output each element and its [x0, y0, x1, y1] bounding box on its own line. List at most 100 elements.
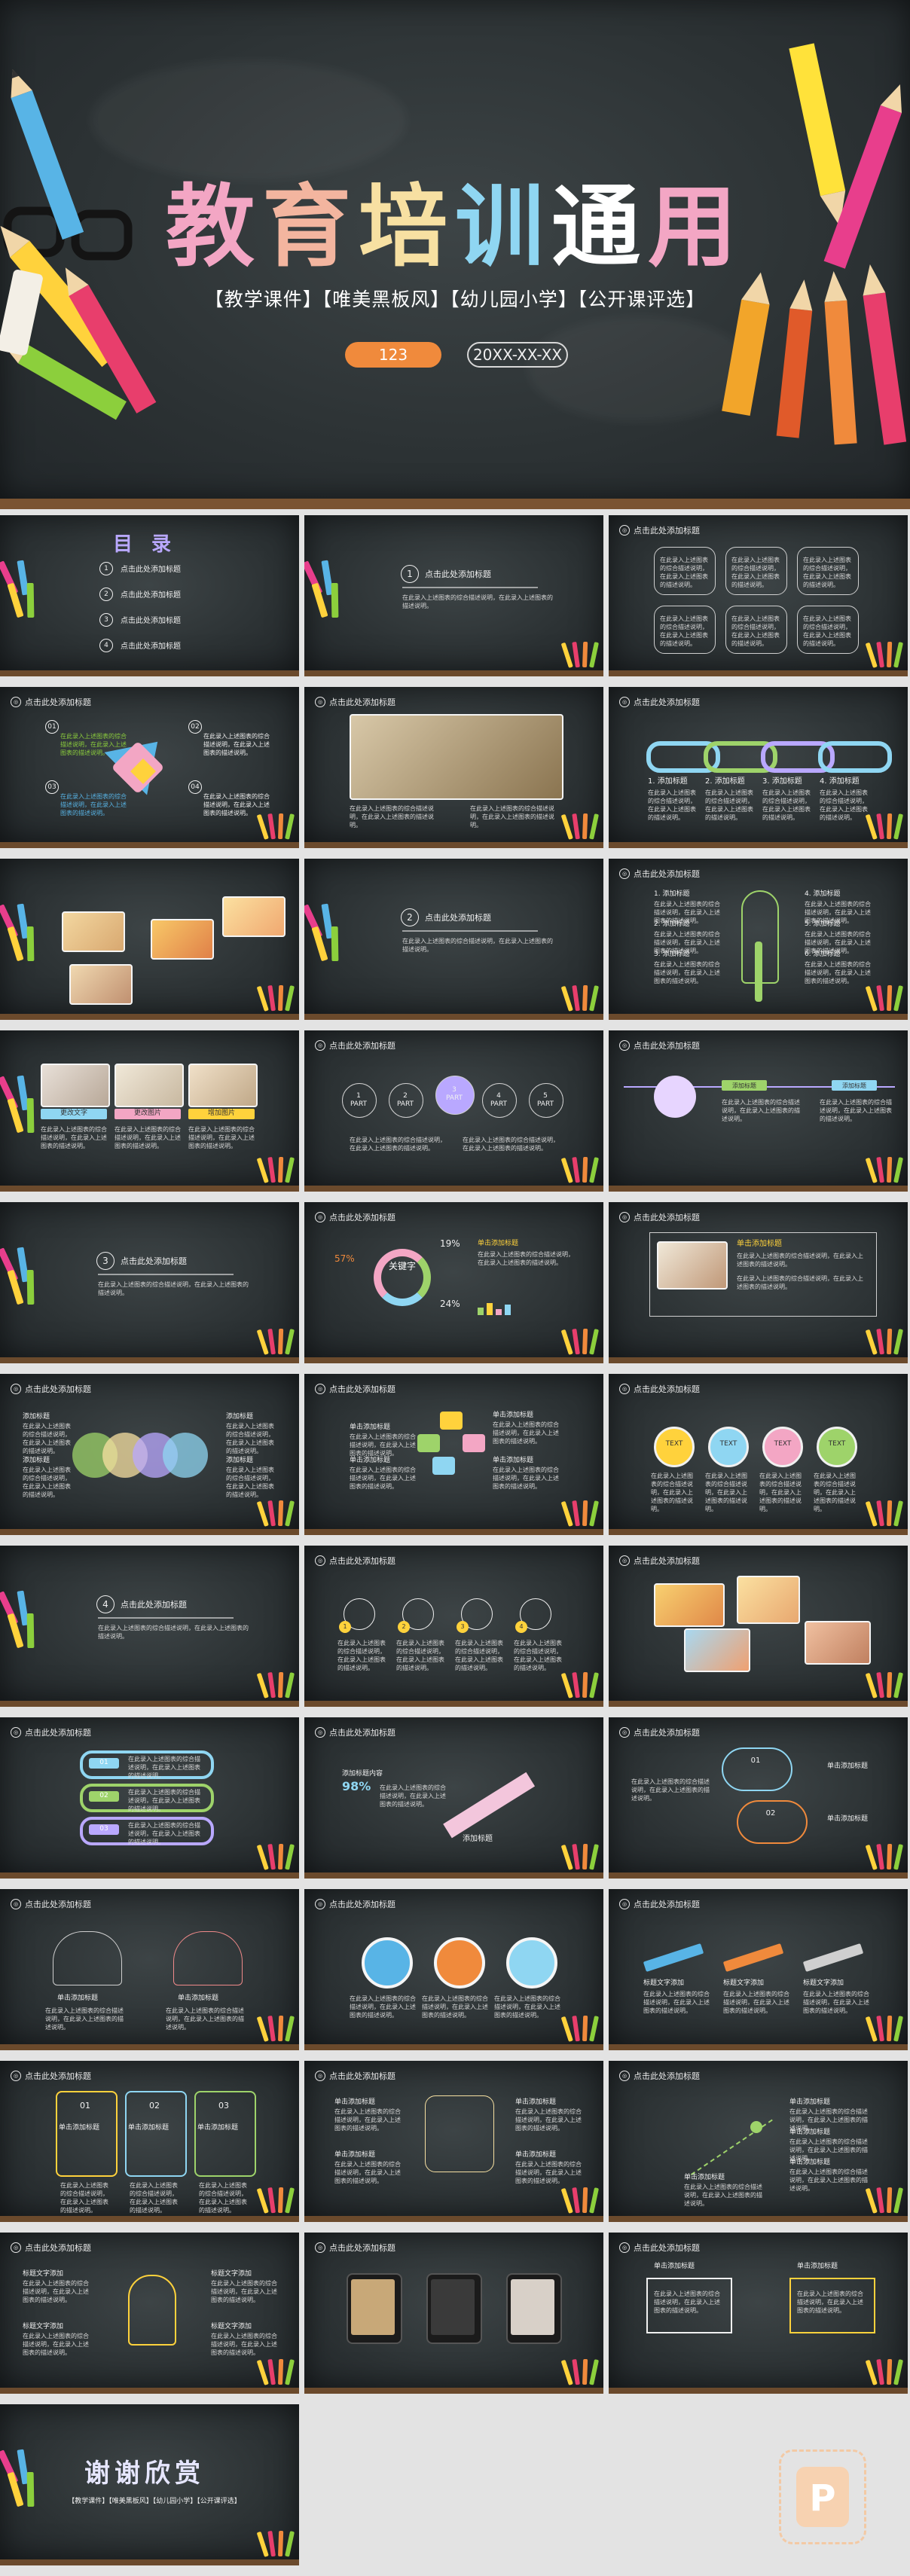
text-bubble — [654, 1427, 695, 1467]
body-text: 在此录入上述图表的综合描述说明，在此录入上述图表的描述说明。 — [422, 1995, 488, 2019]
pencil-icon — [582, 1328, 588, 1355]
pencil-icon — [285, 985, 295, 1012]
pencil-icon — [285, 1844, 295, 1870]
slide-thumbnail[interactable]: 更改文字 在此录入上述图表的综合描述说明，在此录入上述图表的描述说明。 更改图片 在此… — [0, 1030, 299, 1192]
divider-line — [402, 930, 538, 932]
slide-thumbnail[interactable]: ◎ 点击此处添加标题 1 PART 2 PART 3 PART 4 PART 5 PART 在… — [304, 1030, 603, 1192]
pencil-icon — [560, 2183, 600, 2214]
toc-number-icon: 4 — [99, 639, 113, 652]
slide-header: ◎ 点击此处添加标题 — [315, 2242, 395, 2254]
slide-thumbnail[interactable] — [0, 859, 299, 1020]
pencil-icon — [572, 641, 580, 668]
header-icon: ◎ — [11, 1384, 21, 1394]
slide-thumbnail[interactable]: ◎ 点击此处添加标题 — [609, 1546, 908, 1707]
body-text: 在此录入上述图表的综合描述说明，在此录入上述图表的描述说明。 — [463, 1137, 559, 1152]
pencil-icon — [560, 809, 600, 840]
slide-thumbnail[interactable]: ◎ 点击此处添加标题 TEXT 在此录入上述图表的综合描述说明，在此录入上述图表的描述… — [609, 1374, 908, 1535]
slide-thumbnail[interactable]: 1 点击此处添加标题 在此录入上述图表的综合描述说明，在此录入上述图表的描述说明。 — [304, 515, 603, 676]
pencil-icon — [893, 642, 904, 668]
slide-thumbnail[interactable]: ◎ 点击此处添加标题 1. 添加标题 在此录入上述图表的综合描述说明，在此录入上述图表… — [609, 687, 908, 848]
pencil-icon — [893, 1672, 904, 1699]
slide-thumbnail[interactable]: 3 点击此处添加标题 在此录入上述图表的综合描述说明，在此录入上述图表的描述说明。 — [0, 1202, 299, 1363]
pencil-icon — [304, 903, 342, 987]
slide-thumbnail[interactable]: ◎ 点击此处添加标题 标题文字添加 在此录入上述图表的综合描述说明，在此录入上述图表的… — [609, 1889, 908, 2050]
label-text: 单击添加标题 — [827, 1763, 869, 1770]
slide-thumbnail[interactable]: ◎ 点击此处添加标题 单击添加标题 单击添加标题 在此录入上述图表的综合描述说明，在此录… — [0, 1889, 299, 2050]
pencil-icon — [267, 1843, 276, 1870]
slide-thumbnail[interactable]: ◎ 点击此处添加标题 添加标题 添加标题 在此录入上述图表的综合描述说明，在此录入上述图… — [609, 1030, 908, 1192]
divider-line — [98, 1274, 234, 1275]
pencil-icon — [572, 1843, 580, 1870]
header-icon: ◎ — [619, 868, 630, 879]
slide-thumbnail[interactable]: ◎ 点击此处添加标题 单击添加标题 在此录入上述图表的综合描述说明，在此录入上述图表的… — [304, 1374, 603, 1535]
slide-thumbnail[interactable]: 4 点击此处添加标题 在此录入上述图表的综合描述说明，在此录入上述图表的描述说明。 — [0, 1546, 299, 1707]
pencil-icon — [582, 641, 588, 668]
slide-thumbnail[interactable]: 目 录 1 点击此处添加标题 2 点击此处添加标题 3 点击此处添加标题 4 点击此处添加标题 — [0, 515, 299, 676]
pencil-icon — [267, 2015, 276, 2042]
pencil-icon — [572, 2015, 580, 2042]
pencil-icon — [865, 1839, 904, 1870]
pencil-icon — [589, 2016, 600, 2042]
slide-thumbnail[interactable]: ◎ 点击此处添加标题 单击添加标题 单击添加标题 在此录入上述图表的综合描述说明，在此录… — [609, 2233, 908, 2394]
pencil-icon — [887, 984, 893, 1012]
slide-header: ◎ 点击此处添加标题 — [619, 1383, 700, 1395]
pencil-icon — [887, 2358, 893, 2385]
kids-photo — [69, 964, 133, 1005]
slide-thumbnail[interactable]: ◎ 点击此处添加标题 关键字 57% 19% 24% 单击添加标题 在此录入上述图表的综合描述… — [304, 1202, 603, 1363]
slide-thumbnail[interactable]: 谢谢欣赏 【教学课件】【唯美黑板风】【幼儿园小学】【公开课评选】 — [0, 2404, 299, 2565]
body-text: 在此录入上述图表的综合描述说明，在此录入上述图表的描述说明。 — [803, 557, 851, 588]
header-icon: ◎ — [11, 1899, 21, 1909]
pencil-icon — [285, 1329, 295, 1355]
pencil-icon — [589, 1844, 600, 1870]
label-text: 添加标题内容 — [342, 1770, 383, 1778]
pencil-icon — [0, 2449, 38, 2532]
part-circle — [482, 1083, 517, 1118]
slide-thumbnail[interactable]: ◎ 点击此处添加标题 01 在此录入上述图表的综合描述说明，在此录入上述图表的描述说明… — [0, 1717, 299, 1879]
slide-header: ◎ 点击此处添加标题 — [11, 2070, 91, 2082]
slide-thumbnail[interactable]: ◎ 点击此处添加标题 — [304, 2233, 603, 2394]
slide-thumbnail[interactable]: ◎ 点击此处添加标题 1 在此录入上述图表的综合描述说明，在此录入上述图表的描述说明。… — [304, 1546, 603, 1707]
toc-number-icon: 3 — [99, 613, 113, 627]
frame-border — [649, 1232, 877, 1317]
arrow-icon — [440, 1412, 463, 1430]
slide-thumbnail[interactable]: ◎ 点击此处添加标题 在此录入上述图表的综合描述说明，在此录入上述图表的描述说明。在… — [609, 515, 908, 676]
slide-header-text: 点击此处添加标题 — [25, 697, 91, 707]
slide-thumbnail[interactable]: ◎ 点击此处添加标题 在此录入上述图表的综合描述说明，在此录入上述图表的描述说明。在… — [304, 687, 603, 848]
toc-number-icon: 2 — [99, 588, 113, 601]
pencil-icon — [865, 1668, 904, 1699]
slide-header: ◎ 点击此处添加标题 — [619, 696, 700, 708]
divider-line — [98, 1617, 234, 1619]
label-text: 添加标题 — [226, 1413, 254, 1421]
slide-thumbnail[interactable]: ◎ 点击此处添加标题 在此录入上述图表的综合描述说明，在此录入上述图表的描述说明。在… — [304, 1889, 603, 2050]
pencil-icon — [865, 1672, 878, 1699]
bar-chart-icon — [478, 1308, 484, 1315]
slide-thumbnail[interactable]: ◎ 点击此处添加标题 01 单击添加标题 在此录入上述图表的综合描述说明，在此录入上述图… — [0, 2061, 299, 2222]
card-number: 02 — [149, 2101, 160, 2111]
body-text: 在此录入上述图表的综合描述说明，在此录入上述图表的描述说明。 — [789, 2169, 868, 2192]
slide-thumbnail[interactable]: ◎ 点击此处添加标题 1. 添加标题 在此录入上述图表的综合描述说明，在此录入上述图表… — [609, 859, 908, 1020]
step-number-icon: 03 — [45, 780, 59, 794]
label-text: 单击添加标题 — [334, 2098, 376, 2106]
slide-thumbnail[interactable]: ◎ 点击此处添加标题 添加标题 在此录入上述图表的综合描述说明，在此录入上述图表的描述… — [0, 1374, 299, 1535]
pencil-icon — [876, 1671, 884, 1699]
pencil-icon — [256, 2359, 269, 2385]
step-number-icon: 2 — [398, 1621, 410, 1633]
slide-thumbnail[interactable]: ◎ 点击此处添加标题 单击添加标题 在此录入上述图表的综合描述说明，在此录入上述图表的… — [609, 2061, 908, 2222]
body-text: 在此录入上述图表的综合描述说明，在此录入上述图表的描述说明。 — [493, 1421, 559, 1445]
slide-header: ◎ 点击此处添加标题 — [619, 1898, 700, 1910]
slide-thumbnail[interactable]: ◎ 点击此处添加标题 标题文字添加 在此录入上述图表的综合描述说明，在此录入上述图表的… — [0, 2233, 299, 2394]
body-text: 在此录入上述图表的综合描述说明，在此录入上述图表的描述说明。 — [203, 733, 270, 756]
slide-thumbnail[interactable]: ◎ 点击此处添加标题 单击添加标题 在此录入上述图表的综合描述说明，在此录入上述图表的… — [304, 2061, 603, 2222]
part-label: 1 PART — [350, 1092, 368, 1108]
slide-thumbnail[interactable]: ◎ 点击此处添加标题 添加标题内容 98% 在此录入上述图表的综合描述说明，在此录入上述… — [304, 1717, 603, 1879]
slide-thumbnail[interactable]: ◎ 点击此处添加标题 01 02 单击添加标题 单击添加标题 在此录入上述图表的综合描述说明… — [609, 1717, 908, 1879]
slide-thumbnail[interactable]: ◎ 点击此处添加标题 单击添加标题 在此录入上述图表的综合描述说明，在此录入上述图表的… — [609, 1202, 908, 1363]
slide-header-text: 点击此处添加标题 — [25, 2243, 91, 2253]
body-text: 在此录入上述图表的综合描述说明，在此录入上述图表的描述说明。 — [211, 2280, 277, 2303]
pencil-icon — [278, 1843, 284, 1870]
part-label: 2 PART — [396, 1092, 414, 1108]
slide-thumbnail[interactable]: 2 点击此处添加标题 在此录入上述图表的综合描述说明，在此录入上述图表的描述说明。 — [304, 859, 603, 1020]
pencil-icon — [0, 560, 38, 643]
slide-thumbnail[interactable]: ◎ 点击此处添加标题 01 在此录入上述图表的综合描述说明，在此录入上述图表的描述说明… — [0, 687, 299, 848]
slide-header: ◎ 点击此处添加标题 — [619, 2070, 700, 2082]
